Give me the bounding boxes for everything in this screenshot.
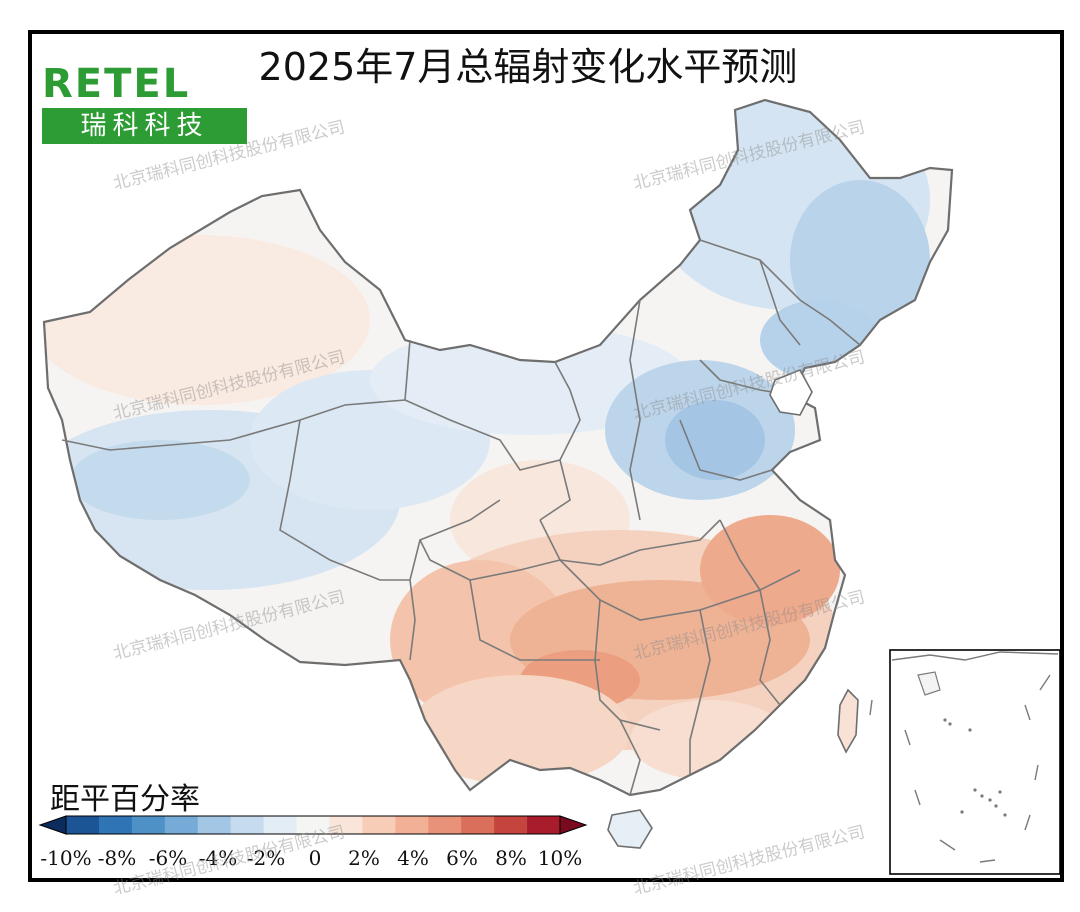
colorbar-swatch (230, 816, 265, 834)
colorbar-swatch (296, 816, 330, 834)
legend-tick: -4% (198, 846, 238, 870)
colorbar-min-arrow (38, 815, 67, 835)
colorbar-swatch (461, 816, 495, 834)
colorbar-swatch (428, 816, 462, 834)
boundary-xinjiang-south (61, 339, 411, 451)
legend-tick: 8% (495, 846, 527, 870)
hainan-island (607, 809, 653, 849)
boundary-jilin (759, 259, 801, 346)
colorbar-swatch (197, 816, 232, 834)
inset-islands (943, 718, 1007, 817)
colorbar-swatch (395, 816, 429, 834)
colorbar-swatch (131, 816, 166, 834)
colorbar-swatch (164, 816, 199, 834)
legend-title: 距平百分率 (50, 782, 200, 817)
colorbar-swatch (527, 816, 561, 834)
legend-tick: -6% (148, 846, 188, 870)
legend-tick: 0 (308, 846, 322, 870)
south-china-sea-inset (889, 649, 1061, 875)
field-guangdong-warm-light (630, 700, 790, 780)
field-inner-mongolia-cool (370, 325, 690, 435)
page-title: 2025年7月总辐射变化水平预测 (258, 45, 798, 89)
legend-tick: -8% (97, 846, 137, 870)
legend-tick: -2% (246, 846, 286, 870)
field-guangxi-warm (410, 675, 630, 785)
field-tibet-cool-core (70, 440, 250, 520)
colorbar-border (65, 815, 561, 835)
legend-tick: -10% (40, 846, 92, 870)
colorbar-max-arrow (559, 815, 588, 835)
boundary-hunan-jiangxi (689, 609, 711, 775)
legend-tick: 6% (446, 846, 478, 870)
logo-wordmark: RETEL (42, 61, 191, 107)
boundary-shandong (679, 419, 773, 481)
boundary-tibet-sichuan (409, 579, 416, 661)
taiwan-island (837, 688, 859, 754)
field-northeast-cool-core (790, 180, 930, 340)
retel-logo: RETEL 瑞科科技 (42, 62, 247, 152)
logo-chinese-name: 瑞科科技 (42, 108, 247, 144)
colorbar-swatch (98, 816, 133, 834)
boundary-jiangxi-fujian (759, 589, 781, 706)
taiwan-strait-mark (869, 699, 873, 716)
inset-frame (889, 649, 1061, 875)
inset-hainan (917, 671, 941, 696)
field-north-china-cool-core (665, 400, 765, 480)
boundary-shanxi (629, 299, 641, 521)
legend-tick: 4% (397, 846, 429, 870)
boundary-ningxia (554, 361, 581, 461)
boundary-heilongjiang (699, 239, 861, 346)
bohai-sea (769, 368, 813, 416)
colorbar-swatch (362, 816, 396, 834)
boundary-guizhou (594, 599, 661, 731)
legend-colorbar (38, 815, 588, 835)
legend-tick: 2% (348, 846, 380, 870)
colorbar-swatch (494, 816, 528, 834)
inset-coastline (891, 651, 1059, 661)
boundary-qinghai (279, 419, 501, 581)
boundary-chongqing (469, 579, 600, 661)
legend-tick: 10% (537, 846, 583, 870)
province-boundaries (61, 239, 861, 796)
boundary-gansu (404, 399, 571, 521)
boundary-anhui (719, 519, 761, 591)
colorbar-swatch (66, 816, 100, 834)
inset-nine-dash-line (904, 674, 1051, 863)
colorbar-swatch (329, 816, 363, 834)
boundary-guangxi (619, 719, 641, 796)
colorbar-swatch (263, 816, 298, 834)
radiation-fields (44, 100, 930, 785)
